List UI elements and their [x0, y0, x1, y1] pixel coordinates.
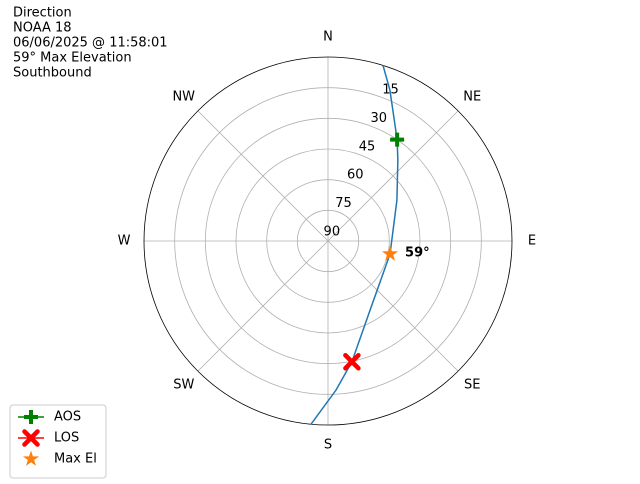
theta-tick-label: N	[323, 30, 333, 45]
theta-tick-label: W	[118, 234, 131, 249]
theta-tick-label: SW	[173, 378, 194, 393]
theta-tick-label: SE	[464, 378, 480, 393]
theta-tick-label: S	[324, 438, 332, 453]
r-tick-label: 60	[347, 168, 364, 183]
theta-tick-label: NW	[172, 89, 195, 104]
r-tick-label: 75	[335, 196, 352, 211]
legend-label: AOS	[54, 410, 81, 425]
grid-spoke	[198, 241, 328, 371]
grid-spoke	[328, 241, 458, 371]
grid-spoke	[198, 111, 328, 241]
r-tick-label: 90	[324, 224, 341, 239]
title-line: Southbound	[13, 66, 92, 81]
title-line: 06/06/2025 @ 11:58:01	[13, 36, 168, 51]
title-line: 59° Max Elevation	[13, 51, 132, 66]
title-line: NOAA 18	[13, 21, 72, 36]
title-line: Direction	[13, 6, 72, 21]
r-tick-label: 45	[359, 139, 376, 154]
theta-tick-label: NE	[463, 89, 481, 104]
value-label: 59°	[405, 245, 430, 260]
legend-label: Max El	[54, 452, 97, 467]
theta-tick-label: E	[528, 234, 536, 249]
r-tick-label: 30	[370, 111, 387, 126]
legend-label: LOS	[54, 431, 79, 446]
point-marker	[382, 245, 398, 260]
point-marker	[390, 133, 404, 147]
